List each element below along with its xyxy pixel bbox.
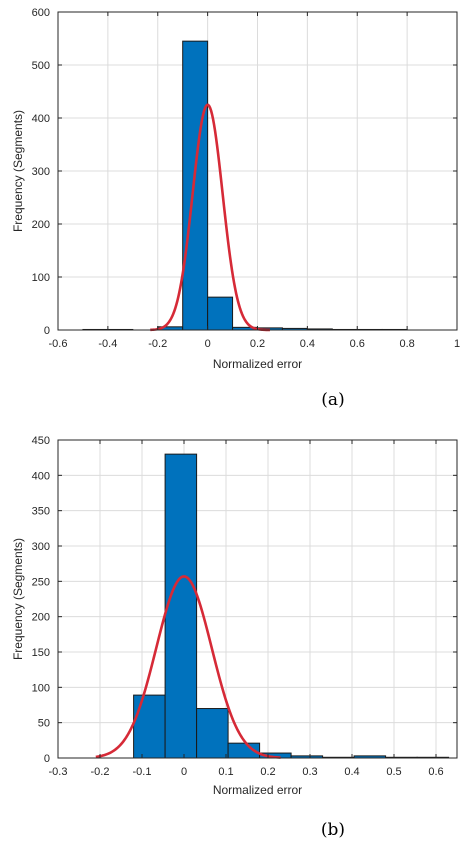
y-tick-label: 350 <box>32 506 50 518</box>
x-tick-label: -0.2 <box>91 766 110 778</box>
histogram-bar <box>164 453 198 759</box>
x-tick-label: 0.4 <box>344 766 359 778</box>
y-tick-label: 400 <box>32 113 50 125</box>
panel-caption: (b) <box>321 820 345 840</box>
y-tick-label: 600 <box>32 7 50 19</box>
axes-box <box>57 439 458 759</box>
histogram-bar <box>207 296 234 331</box>
y-tick-label: 100 <box>32 682 50 694</box>
y-tick-label: 300 <box>32 541 50 553</box>
x-tick-label: 0 <box>205 338 211 350</box>
y-axis-label: Frequency (Segments) <box>11 110 25 232</box>
x-tick-label: 0.2 <box>260 766 275 778</box>
x-tick-label: 1 <box>454 338 460 350</box>
x-tick-label: 0.3 <box>302 766 317 778</box>
x-tick-label: 0.6 <box>428 766 443 778</box>
y-tick-label: 200 <box>32 219 50 231</box>
x-tick-label: -0.6 <box>49 338 68 350</box>
normal-fit-curve <box>150 103 270 332</box>
x-axis-label: Normalized error <box>213 783 302 797</box>
x-tick-label: 0.5 <box>386 766 401 778</box>
histogram-bars <box>133 453 450 759</box>
histogram-bars <box>82 40 408 331</box>
y-tick-label: 100 <box>32 272 50 284</box>
histogram-bar <box>182 40 209 331</box>
histogram-bar <box>196 708 229 759</box>
y-axis-label: Frequency (Segments) <box>11 538 25 660</box>
chart-panel-a: -0.6 -0.4 -0.2 0 0.2 0.4 0.6 0.8 1 0 100 200 300 400 5… <box>11 7 460 410</box>
y-tick-label: 250 <box>32 576 50 588</box>
y-tick-label: 0 <box>44 753 50 765</box>
x-axis-label: Normalized error <box>213 357 302 371</box>
chart-panel-b: -0.3 -0.2 -0.1 0 0.1 0.2 0.3 0.4 0.5 0.6 0 50 100 150… <box>11 435 458 840</box>
x-tick-label: -0.4 <box>98 338 117 350</box>
y-tick-label: 400 <box>32 470 50 482</box>
panel-caption: (a) <box>321 390 344 410</box>
y-tick-label: 200 <box>32 612 50 624</box>
x-tick-label: 0.6 <box>350 338 365 350</box>
y-tick-label: 50 <box>38 718 50 730</box>
x-tick-label: -0.3 <box>49 766 68 778</box>
x-tick-label: 0 <box>181 766 187 778</box>
y-tick-label: 300 <box>32 166 50 178</box>
y-tick-label: 500 <box>32 60 50 72</box>
x-tick-label: 0.2 <box>250 338 265 350</box>
x-tick-label: 0.1 <box>218 766 233 778</box>
y-tick-label: 0 <box>44 325 50 337</box>
histogram-bar <box>133 694 166 759</box>
x-tick-label: 0.4 <box>300 338 315 350</box>
normal-fit-curve <box>95 575 281 759</box>
x-tick-label: -0.2 <box>148 338 167 350</box>
x-tick-label: -0.1 <box>133 766 152 778</box>
y-tick-label: 450 <box>32 435 50 447</box>
x-tick-label: 0.8 <box>399 338 414 350</box>
y-tick-label: 150 <box>32 647 50 659</box>
